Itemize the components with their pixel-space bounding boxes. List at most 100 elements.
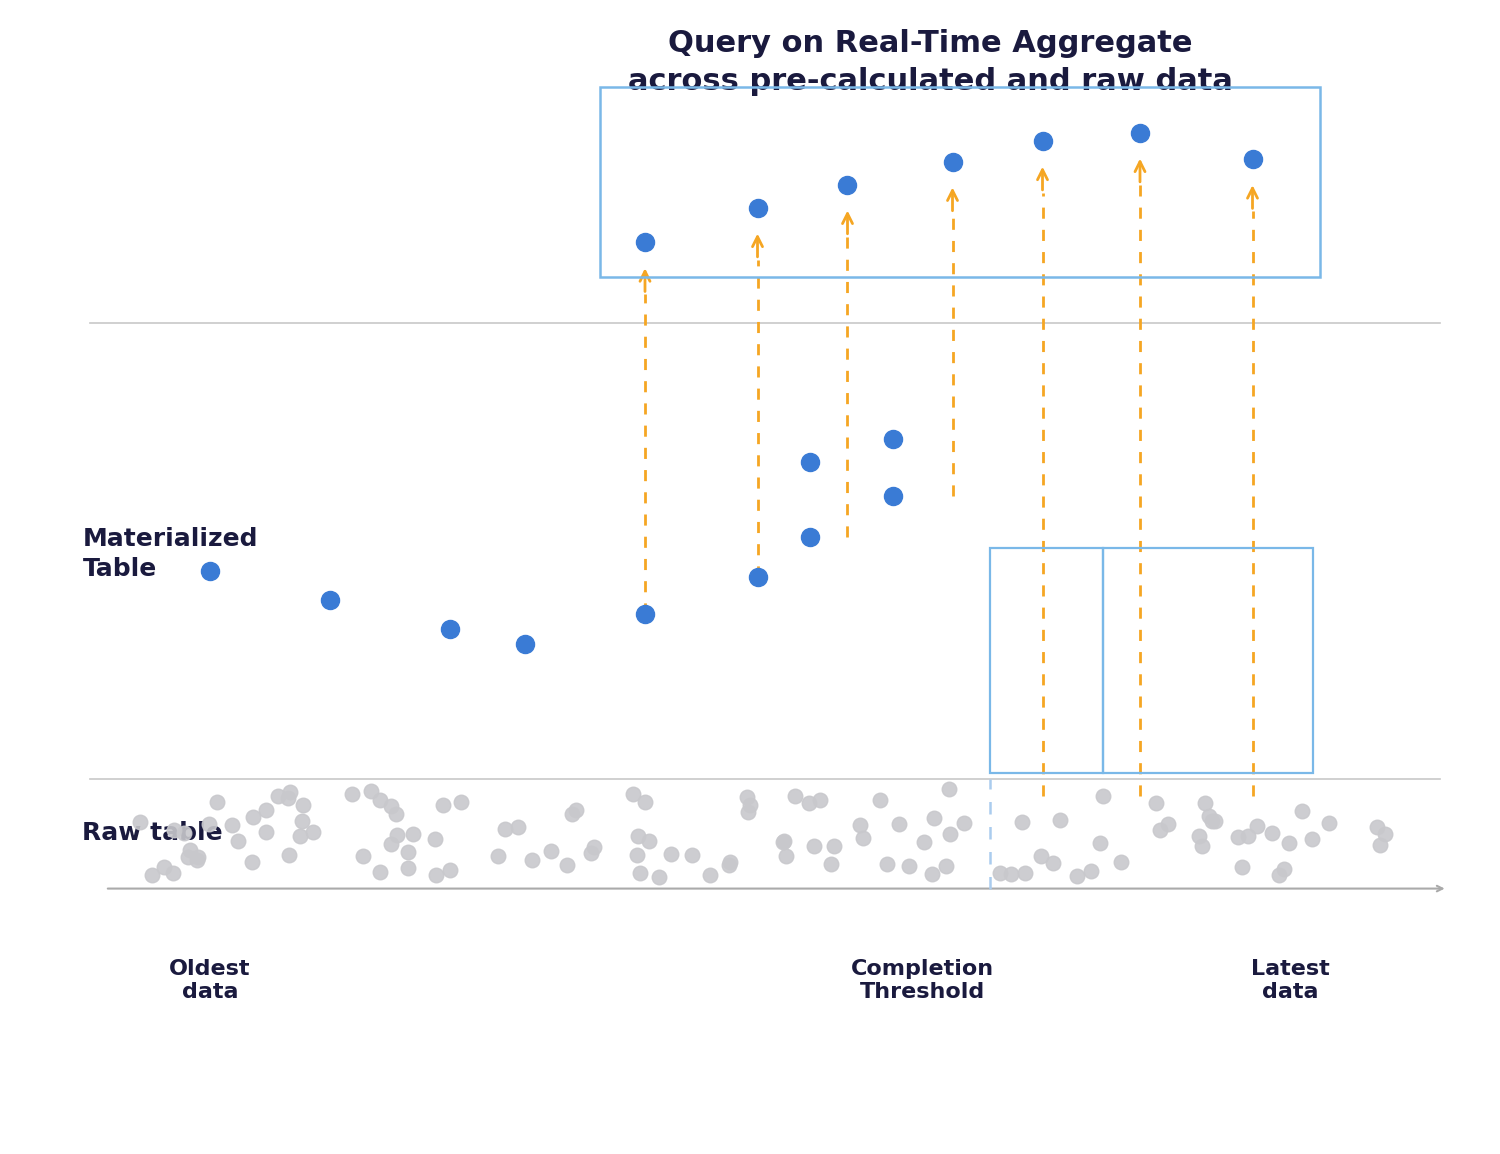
Point [952,814,976,832]
Point [220,816,245,834]
Point [386,826,410,845]
Bar [600,87,1320,277]
Point [1290,802,1314,820]
Point [1080,862,1104,881]
Point [242,808,266,826]
Point [128,812,152,831]
Point [1197,807,1221,825]
Point [1236,826,1260,845]
Point [808,790,832,809]
Point [186,848,210,867]
Point [1368,835,1392,854]
Point [266,787,290,805]
Point [621,785,645,803]
Point [1143,794,1167,812]
Point [628,864,652,883]
Point [351,847,375,866]
Point [430,795,454,814]
Point [384,805,408,824]
Point [450,793,474,811]
Text: Raw table: Raw table [82,822,224,845]
Point [774,847,798,866]
Point [1200,812,1224,831]
Point [938,780,962,799]
Point [1088,833,1112,852]
Point [254,801,278,819]
Point [424,866,448,884]
Point [771,833,795,852]
Point [240,853,264,871]
Point [874,855,898,874]
Point [1203,812,1227,831]
Bar [990,548,1102,773]
Point [921,809,945,827]
Text: Oldest
data: Oldest data [170,959,250,1003]
Point [912,832,936,850]
Point [698,866,721,884]
Point [1190,837,1214,855]
Point [486,847,510,866]
Point [1372,825,1396,844]
Point [438,860,462,878]
Point [368,863,392,882]
Point [1245,817,1269,835]
Point [1317,814,1341,832]
Point [988,864,1012,883]
Point [626,826,650,845]
Point [396,859,420,877]
Point [736,803,760,822]
Point [633,793,657,811]
Text: Completion
Threshold: Completion Threshold [850,959,994,1003]
Point [1230,857,1254,876]
Point [626,846,650,864]
Point [288,826,312,845]
Point [658,845,682,863]
Point [1276,834,1300,853]
Point [184,852,209,870]
Point [198,815,222,833]
Point [172,824,196,842]
Point [538,841,562,860]
Point [1048,811,1072,830]
Point [886,815,910,833]
Point [1065,867,1089,885]
Point [206,793,230,811]
Point [506,817,530,835]
Bar [1102,548,1312,773]
Point [369,790,393,809]
Point [1365,818,1389,837]
Point [1013,864,1036,883]
Point [1041,854,1065,872]
Point [822,837,846,855]
Point [579,844,603,862]
Point [152,857,176,876]
Point [1010,812,1034,831]
Point [492,820,516,839]
Point [1092,786,1116,804]
Point [400,825,424,844]
Point [396,842,420,861]
Point [560,804,584,823]
Point [771,832,795,850]
Point [897,857,921,876]
Point [225,832,249,850]
Point [680,846,703,864]
Point [999,864,1023,883]
Point [1268,866,1292,884]
Text: Materialized
Table: Materialized Table [82,527,258,580]
Point [582,838,606,856]
Point [162,820,186,839]
Point [1148,820,1172,839]
Point [1156,815,1180,833]
Point [1300,830,1324,848]
Point [1226,829,1250,847]
Point [819,855,843,874]
Point [378,834,402,853]
Point [868,790,892,809]
Point [938,825,962,844]
Point [302,823,326,841]
Point [718,853,742,871]
Point [519,850,543,869]
Point [1272,860,1296,878]
Point [276,789,300,808]
